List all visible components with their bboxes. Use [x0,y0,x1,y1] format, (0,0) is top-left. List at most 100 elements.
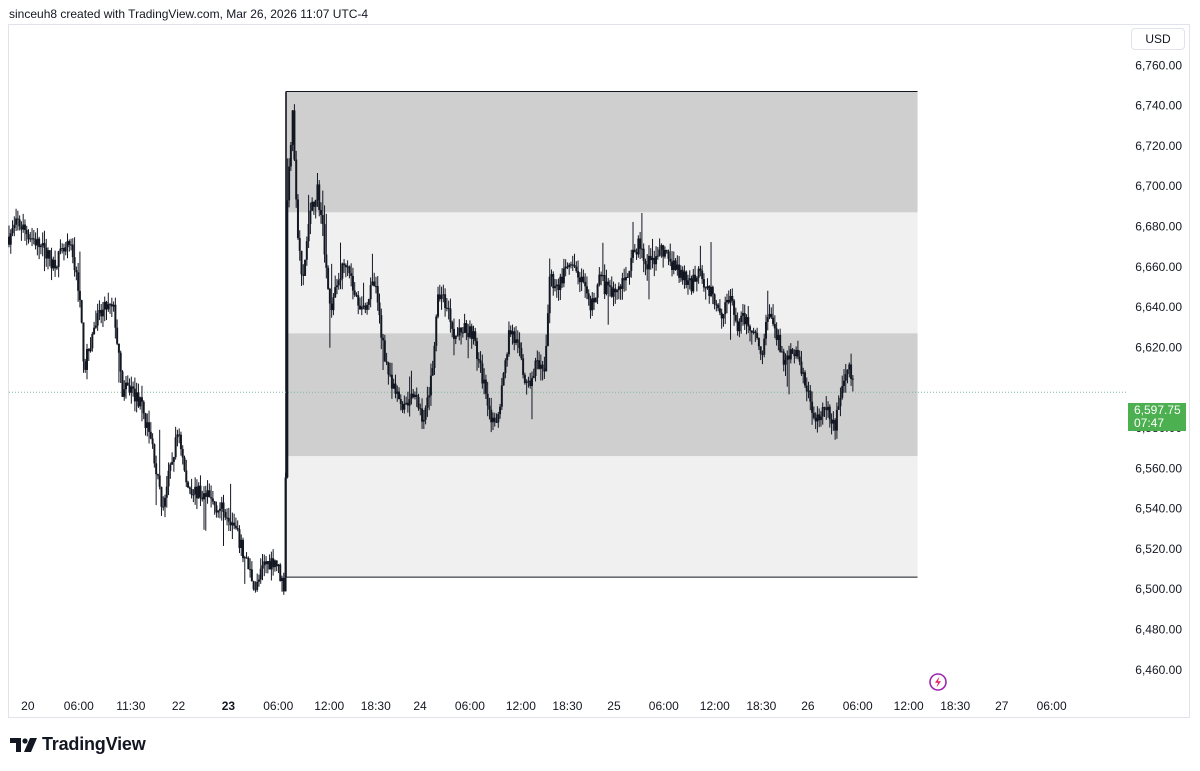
candle-body [727,299,730,303]
currency-selector[interactable]: USD [1131,28,1185,50]
candle-body [8,236,10,245]
candle [818,408,821,428]
candle [364,302,367,314]
candle [139,396,142,410]
candle [41,232,44,257]
candle-body [350,273,353,277]
candle [190,478,193,499]
candle [101,301,104,328]
candle [405,396,408,405]
candle [733,299,736,326]
candle [75,266,78,281]
candle [461,327,464,338]
candle [86,343,89,380]
candle [605,269,608,296]
candle [117,343,120,383]
time-tick-label: 12:00 [700,699,730,713]
candle [569,261,572,269]
candle-body [183,457,186,471]
candle-body [593,298,596,303]
candle-body [197,485,200,499]
candle-body [156,474,159,476]
candle-body [415,394,418,397]
candle-body [399,399,402,404]
candle-body [665,249,668,252]
candle [720,308,723,329]
candle [761,350,764,365]
candle-body [16,218,19,220]
candle [718,299,721,316]
candle-body [435,316,438,346]
candle-body [761,353,764,355]
candle-body [536,360,539,362]
chart-pane[interactable] [8,24,1190,718]
candle-body [490,409,493,423]
candle [479,351,482,373]
candle-body [327,267,330,289]
candle-body [523,374,526,384]
candle-body [795,349,798,357]
candle [77,262,80,302]
candle-body [41,243,44,246]
candle [577,260,580,285]
candle-body [121,371,124,397]
candle-body [332,297,335,311]
candle [178,428,181,444]
candle [316,172,319,207]
candle-body [208,490,211,498]
lightning-icon[interactable] [928,672,948,692]
candle [357,290,360,315]
candle-body [176,434,179,438]
candle-body [711,286,714,295]
candle-body [740,315,743,322]
candle [559,273,562,301]
candle-body [805,385,808,392]
tradingview-branding[interactable]: TradingView [10,734,146,755]
candle [830,413,833,435]
candle [13,216,16,237]
candle [502,372,505,386]
candle-body [273,560,276,568]
candle-body [433,345,436,368]
candle [782,348,785,372]
candle [763,333,766,358]
candle [699,245,702,277]
candle [594,297,597,303]
candle-body [304,259,307,276]
candle [93,321,96,335]
time-tick-label: 22 [172,699,186,713]
candle [619,284,622,300]
candle [73,237,76,277]
candle [575,261,578,273]
candle [243,555,246,584]
candle-body [811,401,814,413]
candle [561,268,564,288]
candle [747,306,750,334]
candle [116,319,119,346]
candle [477,352,480,368]
candle [350,263,353,287]
candle [366,302,369,315]
candle-body [757,337,760,347]
candle [541,360,544,381]
candle [229,483,232,532]
candle-body [360,306,363,310]
candle-body [821,407,824,417]
candle [36,228,39,256]
candle-body [378,302,381,316]
candle-body [240,539,243,548]
candle-body [194,486,197,495]
candle-body [204,493,207,497]
candle [110,297,113,318]
candle [612,281,615,307]
candle-body [483,379,486,384]
candle-body [447,307,450,309]
candle-body [34,239,37,246]
candle [176,429,179,447]
candle [768,304,771,320]
price-tick-label: 6,720.00 [1135,139,1182,153]
time-tick-label: 06:00 [843,699,873,713]
candle-body [389,374,392,376]
candle-body [793,353,796,357]
